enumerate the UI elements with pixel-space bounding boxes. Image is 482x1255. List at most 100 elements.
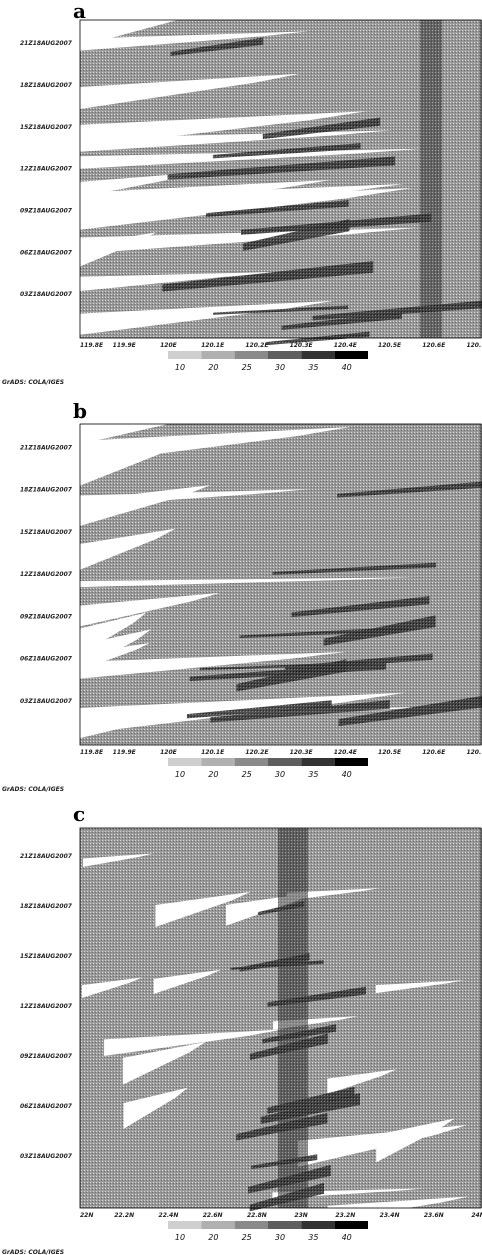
x-tick-label: 22.4N: [159, 1212, 179, 1219]
low-region: [80, 130, 392, 152]
high-region: [206, 200, 349, 218]
y-tick-label: 12Z18AUG2007: [20, 1003, 73, 1010]
colorbar-segment: [234, 758, 268, 766]
high-region: [291, 596, 430, 618]
colorbar-label: 40: [342, 363, 352, 372]
high-region: [162, 260, 374, 292]
x-tick-label: 22.2N: [114, 1212, 134, 1219]
low-region: [286, 888, 380, 901]
credit: GrADS: COLA/IGES: [2, 379, 64, 386]
colorbar-segment: [234, 1221, 268, 1229]
colorbar-segment: [268, 758, 302, 766]
x-tick-label: 120.5E: [378, 342, 402, 349]
high-region: [240, 213, 432, 235]
low-region: [80, 577, 414, 588]
x-tick-label: 120.7E: [466, 749, 482, 756]
x-tick-label: 22.6N: [203, 1212, 223, 1219]
y-tick-label: 15Z18AUG2007: [20, 953, 73, 960]
x-tick-label: 22N: [80, 1212, 93, 1219]
x-tick-label: 23.4N: [380, 1212, 400, 1219]
low-region: [80, 73, 300, 110]
high-region: [213, 305, 349, 315]
low-region: [155, 891, 251, 927]
high-region: [281, 311, 402, 330]
x-tick-label: 119.9E: [113, 749, 137, 756]
low-region: [376, 1118, 455, 1163]
x-tick-label: 120.2E: [245, 749, 269, 756]
x-tick-label: 23.6N: [424, 1212, 444, 1219]
x-tick-label: 120.1E: [201, 342, 225, 349]
x-tick-label: 120.3E: [290, 749, 314, 756]
colorbar-label: 40: [342, 770, 352, 779]
low-region: [123, 1087, 188, 1129]
colorbar-segment: [234, 351, 268, 359]
colorbar-segment: [301, 351, 335, 359]
colorbar-label: 20: [208, 1233, 218, 1242]
colorbar-segment: [201, 351, 235, 359]
high-region: [167, 156, 396, 180]
colorbar-label: 10: [175, 363, 185, 372]
y-tick-label: 21Z18AUG2007: [20, 444, 73, 451]
x-tick-label: 24N: [471, 1212, 482, 1219]
low-region: [80, 592, 220, 627]
colorbar-label: 25: [242, 1233, 252, 1242]
y-tick-label: 06Z18AUG2007: [20, 1103, 73, 1110]
colorbar-segment: [168, 758, 202, 766]
colorbar-label: 10: [175, 770, 185, 779]
low-region: [327, 1069, 397, 1095]
high-region: [337, 481, 482, 498]
y-tick-label: 18Z18AUG2007: [20, 903, 73, 910]
colorbar-segment: [201, 1221, 235, 1229]
y-tick-label: 12Z18AUG2007: [20, 571, 73, 578]
high-region: [212, 143, 361, 159]
y-tick-label: 21Z18AUG2007: [20, 40, 73, 47]
x-tick-label: 22.8N: [247, 1212, 267, 1219]
low-region: [80, 120, 230, 136]
x-tick-label: 119.8E: [80, 342, 104, 349]
x-tick-label: 120E: [160, 749, 178, 756]
colorbar-segment: [268, 1221, 302, 1229]
y-tick-label: 06Z18AUG2007: [20, 249, 73, 256]
colorbar-label: 10: [175, 1233, 185, 1242]
high-region: [186, 700, 332, 719]
low-region: [327, 1196, 469, 1222]
high-region: [210, 700, 390, 723]
plot-frame: [79, 19, 482, 339]
x-tick-label: 120.6E: [422, 749, 446, 756]
colorbar-label: 20: [208, 363, 218, 372]
x-tick-label: 120.5E: [378, 749, 402, 756]
panel-letter: b: [73, 399, 87, 423]
x-tick-label: 120.6E: [422, 342, 446, 349]
low-region: [80, 528, 176, 570]
x-tick-label: 120E: [160, 342, 178, 349]
high-region: [272, 562, 436, 575]
colorbar-label: 40: [342, 1233, 352, 1242]
low-region: [122, 1041, 206, 1085]
plot-frame: [79, 423, 482, 746]
low-region: [80, 643, 150, 671]
low-region: [375, 980, 464, 994]
high-region: [199, 661, 367, 671]
low-region: [80, 184, 404, 220]
low-region: [80, 4, 227, 47]
colorbar-segment: [301, 758, 335, 766]
colorbar-segment: [334, 1221, 368, 1229]
colorbar-segment: [268, 351, 302, 359]
y-tick-label: 18Z18AUG2007: [20, 487, 73, 494]
y-tick-label: 12Z18AUG2007: [20, 166, 73, 173]
colorbar-segment: [334, 758, 368, 766]
panel-letter: c: [73, 802, 85, 826]
colorbar-segment: [168, 1221, 202, 1229]
low-region: [80, 31, 309, 51]
colorbar-label: 30: [275, 1233, 285, 1242]
colorbar-segment: [168, 351, 202, 359]
credit: GrADS: COLA/IGES: [2, 1249, 64, 1255]
x-tick-label: 23N: [294, 1212, 307, 1219]
colorbar-label: 25: [242, 363, 252, 372]
low-region: [80, 148, 422, 169]
credit: GrADS: COLA/IGES: [2, 786, 64, 793]
x-tick-label: 119.8E: [80, 749, 104, 756]
y-tick-label: 09Z18AUG2007: [20, 207, 73, 214]
colorbar-label: 30: [275, 363, 285, 372]
